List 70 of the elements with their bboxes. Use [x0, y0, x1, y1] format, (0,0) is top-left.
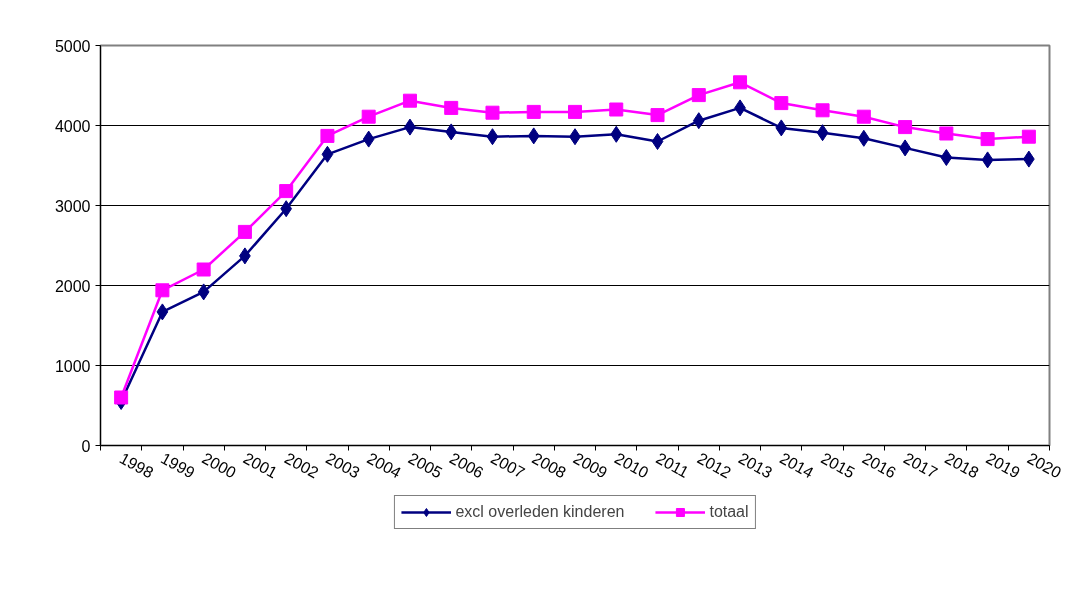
x-tick-label: 2011: [653, 449, 692, 481]
point: [320, 128, 335, 143]
point: [980, 132, 995, 147]
point: [650, 108, 665, 123]
point: [114, 390, 129, 405]
point: [940, 149, 953, 166]
x-tick-label: 2000: [199, 449, 239, 482]
point: [362, 130, 375, 148]
x-tick-label: 2017: [900, 449, 941, 482]
point: [856, 109, 871, 124]
y-tick-label: 1000: [54, 357, 91, 375]
x-tick-label: 2004: [364, 449, 404, 482]
point: [939, 126, 954, 141]
point: [609, 102, 624, 117]
x-tick-label: 2014: [776, 449, 817, 482]
point: [692, 112, 705, 130]
point: [361, 109, 376, 124]
x-tick-label: 2008: [529, 449, 569, 482]
point: [280, 200, 293, 218]
x-tick-label: 2013: [735, 449, 776, 482]
point: [981, 151, 994, 169]
point: [774, 96, 789, 111]
point: [486, 128, 499, 146]
point: [815, 103, 830, 118]
x-tick-label: 2020: [1024, 449, 1065, 482]
x-tick-label: 2003: [323, 449, 363, 482]
point: [857, 129, 870, 147]
point: [321, 145, 334, 163]
point: [485, 105, 500, 120]
x-tick-label: 2010: [611, 449, 652, 482]
legend-label: totaal: [709, 503, 749, 521]
x-tick-label: 2006: [446, 449, 487, 482]
point: [1021, 129, 1036, 144]
point: [526, 104, 541, 119]
y-tick-label: 3000: [54, 197, 91, 215]
point: [527, 127, 540, 145]
point: [733, 75, 748, 90]
x-tick-label: 2005: [405, 449, 446, 482]
legend-label: excl overleden kinderen: [455, 503, 625, 521]
x-tick-label: 2009: [570, 449, 611, 482]
point: [775, 119, 788, 137]
y-tick-label: 0: [81, 437, 91, 455]
y-tick-label: 2000: [54, 277, 91, 295]
x-tick-label: 2002: [281, 449, 322, 482]
point: [816, 124, 829, 142]
point: [445, 123, 458, 141]
point: [444, 100, 459, 115]
point: [898, 120, 913, 135]
point: [651, 133, 664, 150]
point: [237, 224, 252, 239]
x-tick-label: 1998: [116, 449, 157, 482]
point: [156, 303, 169, 321]
x-tick-label: 2015: [818, 449, 858, 482]
point: [568, 104, 582, 119]
x-tick-label: 2016: [859, 449, 899, 482]
point: [279, 184, 294, 199]
point: [197, 283, 210, 301]
point: [610, 125, 623, 143]
y-tick-label: 5000: [54, 37, 91, 55]
x-tick-label: 2001: [240, 449, 281, 482]
point: [155, 283, 170, 298]
y-tick-label: 4000: [54, 117, 91, 135]
x-tick-label: 2019: [983, 449, 1023, 482]
point: [196, 262, 211, 277]
x-tick-label: 2007: [488, 449, 528, 482]
x-tick-label: 2018: [942, 449, 982, 482]
point: [691, 88, 706, 103]
x-tick-label: 2012: [694, 449, 734, 482]
point: [402, 93, 417, 108]
x-tick-label: 1999: [158, 449, 198, 482]
